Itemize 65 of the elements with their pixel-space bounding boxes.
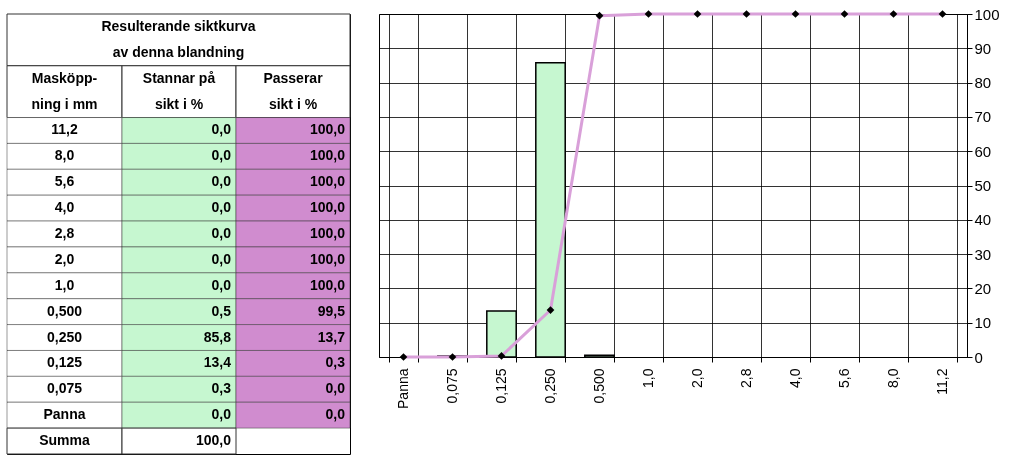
- x-tick-label: 11,2: [934, 368, 950, 395]
- text: 0,0: [211, 225, 232, 241]
- text: 0,5: [211, 302, 232, 319]
- x-tick-label: 4,0: [787, 368, 803, 388]
- y-tick-label: 80: [974, 74, 992, 92]
- text: 0,250: [46, 328, 83, 345]
- x-tick-label: 0,500: [591, 368, 607, 404]
- y-tick-label: 50: [974, 177, 992, 194]
- y-tick-label: 10: [974, 314, 992, 332]
- text: 0,125: [46, 354, 83, 371]
- text: 0,3: [211, 380, 232, 397]
- x-tick-label: 2,8: [738, 368, 754, 388]
- text: Panna: [43, 406, 86, 423]
- text: 4,0: [54, 199, 75, 216]
- text: 0,0: [211, 147, 232, 164]
- text: 100,0: [195, 432, 232, 449]
- text: 2,0: [54, 250, 75, 267]
- x-tick-label: 0,075: [444, 368, 460, 404]
- text: 1,0: [54, 276, 75, 293]
- x-tick-label: 2,0: [689, 368, 705, 388]
- x-tick-label: 5,6: [836, 368, 852, 388]
- x-tick-label: 8,0: [885, 368, 901, 388]
- text: 85,8: [203, 328, 232, 345]
- y-tick-label: 0: [974, 348, 983, 366]
- x-tick-label: 1,0: [640, 368, 656, 388]
- y-tick-label: 90: [974, 39, 992, 57]
- y-tick-label: 40: [974, 211, 992, 229]
- text: 100,0: [309, 250, 346, 267]
- x-tick-label: Panna: [395, 368, 411, 409]
- text: Summa: [39, 432, 90, 449]
- text: 2,8: [54, 225, 75, 241]
- y-tick-label: 20: [974, 279, 992, 297]
- text: 0,500: [46, 302, 83, 319]
- text: 100,0: [309, 121, 346, 138]
- text: 0,0: [211, 276, 232, 293]
- x-tick-label: 0,125: [493, 368, 509, 404]
- text: 0,0: [211, 199, 232, 216]
- text: 100,0: [309, 147, 346, 164]
- text: Passerar sikt i %: [263, 69, 324, 112]
- text: 100,0: [309, 225, 346, 241]
- y-tick-label: 30: [974, 245, 992, 263]
- text: 0,0: [211, 406, 232, 423]
- text: 100,0: [309, 199, 346, 216]
- text: Stannar på sikt i %: [142, 69, 216, 112]
- text: Resulterande siktkurva: [101, 17, 256, 34]
- text: 0,0: [211, 121, 232, 138]
- text: 0,0: [325, 406, 346, 423]
- text: 100,0: [309, 173, 346, 190]
- x-tick-label: 0,250: [542, 368, 558, 404]
- text: 0,3: [325, 354, 346, 371]
- y-tick-label: 70: [974, 108, 992, 126]
- text: 0,0: [211, 250, 232, 267]
- text: Masköpp-ning i mm: [31, 69, 98, 112]
- text: 13,4: [203, 354, 232, 371]
- text: 0,0: [211, 173, 232, 190]
- text: 5,6: [54, 173, 75, 190]
- text: 11,2: [51, 121, 78, 138]
- text: 8,0: [54, 147, 75, 164]
- text: 99,5: [317, 302, 346, 319]
- text: 0,0: [325, 380, 346, 397]
- y-tick-label: 60: [974, 142, 992, 160]
- text: av denna blandning: [112, 43, 245, 60]
- y-tick-label: 100: [974, 5, 1000, 23]
- text: 13,7: [317, 328, 346, 345]
- text: 100,0: [309, 276, 346, 293]
